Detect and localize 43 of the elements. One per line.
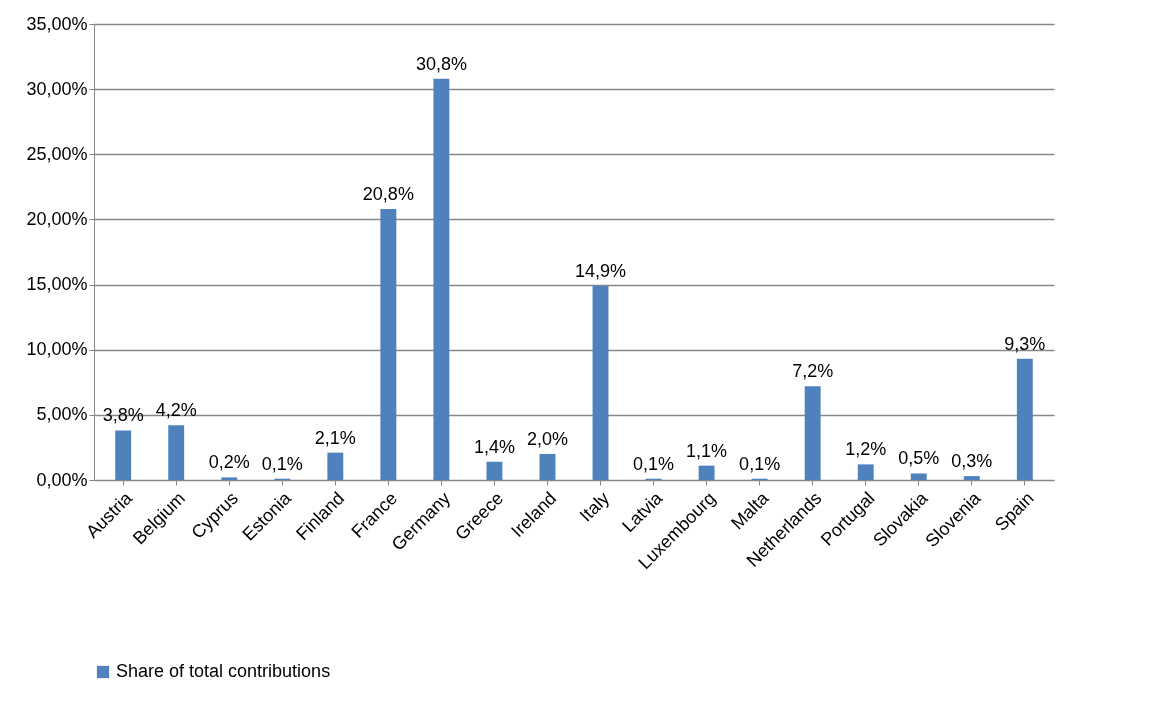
bar: [115, 430, 132, 480]
data-label: 14,9%: [575, 260, 627, 281]
data-label: 30,8%: [415, 53, 467, 74]
bar: [380, 209, 397, 480]
bar: [539, 453, 556, 480]
bar: [486, 461, 503, 480]
bar: [592, 285, 609, 480]
bar: [698, 465, 715, 480]
bar: [1016, 358, 1033, 480]
y-tick-label: 0,00%: [36, 469, 88, 490]
data-label: 2,1%: [314, 427, 356, 448]
y-tick-label: 20,00%: [26, 208, 88, 229]
data-label: 4,2%: [155, 400, 197, 421]
data-label: 3,8%: [102, 405, 144, 426]
y-tick-label: 35,00%: [26, 13, 88, 34]
data-label: 0,3%: [951, 451, 993, 472]
bar: [433, 78, 450, 480]
y-tick-label: 25,00%: [26, 143, 88, 164]
x-tick-label: Italy: [575, 488, 614, 526]
data-label: 9,3%: [1004, 333, 1046, 354]
data-label: 7,2%: [792, 361, 834, 382]
data-label: 1,1%: [686, 440, 728, 461]
data-label: 0,1%: [739, 453, 781, 474]
data-label: 20,8%: [362, 184, 414, 205]
bar: [327, 452, 344, 480]
bar: [963, 476, 980, 480]
data-label: 0,1%: [261, 453, 303, 474]
data-label: 0,1%: [633, 453, 675, 474]
data-label: 1,2%: [845, 439, 887, 460]
y-tick-label: 10,00%: [26, 339, 88, 360]
y-tick-label: 15,00%: [26, 274, 88, 295]
bar: [857, 464, 874, 480]
bar: [804, 386, 821, 480]
legend-label: Share of total contributions: [116, 661, 331, 681]
data-label: 0,5%: [898, 448, 940, 469]
data-label: 2,0%: [526, 428, 568, 449]
bar: [221, 477, 238, 480]
y-tick-label: 30,00%: [26, 78, 88, 99]
y-tick-label: 5,00%: [36, 404, 88, 425]
data-label: 0,2%: [208, 452, 250, 473]
bar: [168, 425, 185, 480]
bar: [910, 473, 927, 480]
data-label: 1,4%: [473, 436, 515, 457]
